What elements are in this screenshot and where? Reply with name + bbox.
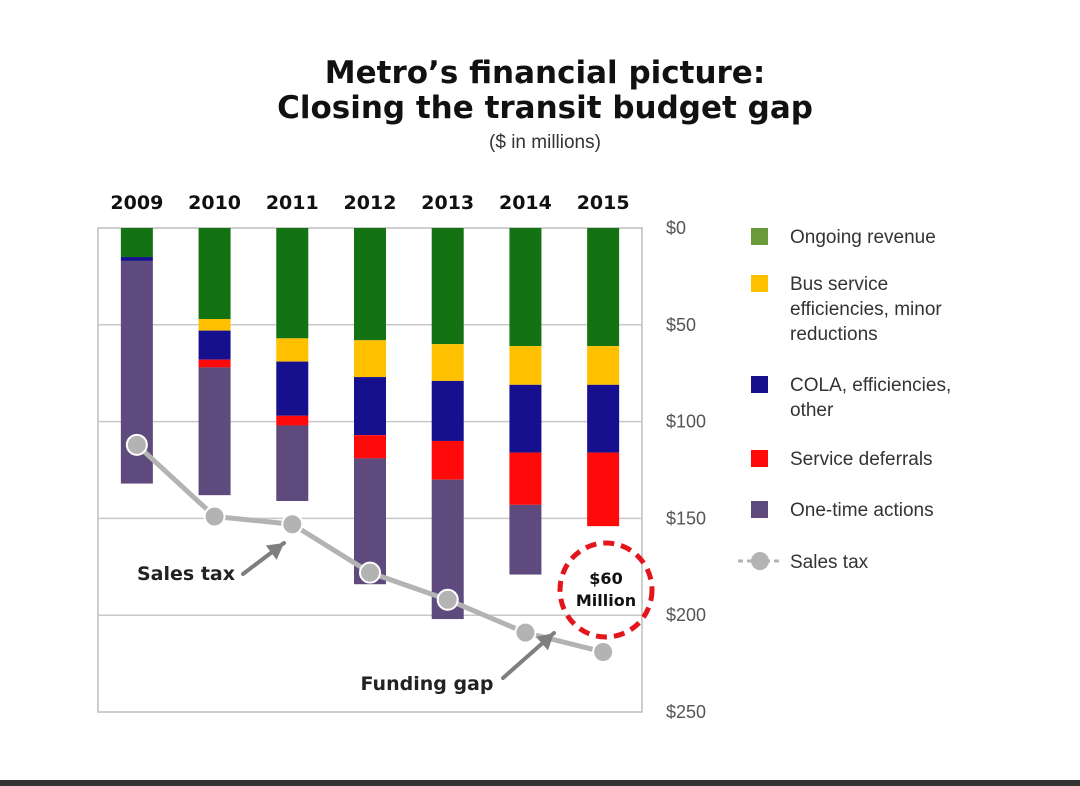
annotations: Sales tax Funding gap $60 Million: [137, 540, 655, 695]
sales-tax-point: [281, 513, 304, 536]
bar-segment: [431, 380, 464, 441]
y-tick-label: $50: [666, 315, 696, 335]
bar-segment: [431, 440, 464, 480]
bar-segment: [509, 346, 542, 385]
legend-item: Bus service efficiencies, minor reductions: [751, 274, 942, 345]
bar-segment: [120, 228, 153, 258]
y-tick-label: $200: [666, 605, 706, 625]
bar-segment: [587, 346, 620, 385]
x-axis-labels: 2009 2010 2011 2012 2013 2014 2015: [110, 192, 629, 214]
chart-subtitle: ($ in millions): [489, 132, 601, 153]
bar-segment: [354, 340, 386, 378]
bottom-border: [0, 780, 1080, 786]
bar-segment: [587, 384, 620, 453]
sales-tax-point: [436, 588, 459, 611]
x-tick-label: 2010: [188, 192, 241, 214]
bar-segment: [198, 359, 231, 368]
legend: Ongoing revenue Bus service efficiencies, …: [738, 227, 951, 573]
bar-segment: [276, 361, 309, 416]
legend-swatch: [751, 228, 768, 245]
bar-segment: [276, 415, 309, 426]
sales-tax-line: [125, 433, 615, 663]
legend-item: Ongoing revenue: [751, 227, 936, 248]
bar-segment: [431, 344, 464, 381]
bar-segment: [509, 384, 542, 453]
legend-label: efficiencies, minor: [790, 299, 942, 320]
legend-swatch: [751, 450, 768, 467]
legend-label: other: [790, 400, 834, 421]
bar-segment: [276, 338, 309, 362]
bar-segment: [354, 435, 386, 459]
sales-tax-point: [203, 505, 226, 528]
bar-segment: [198, 367, 231, 496]
legend-label: One-time actions: [790, 500, 934, 521]
legend-item: COLA, efficiencies, other: [751, 375, 951, 421]
y-tick-label: $0: [666, 218, 686, 238]
bar-segment: [509, 228, 542, 347]
legend-label: reductions: [790, 324, 878, 345]
arrow-sales-tax: [241, 541, 286, 576]
y-tick-label: $150: [666, 508, 706, 528]
gap-amount-line: Million: [576, 591, 636, 610]
legend-label: Bus service: [790, 274, 888, 295]
bar-segment: [431, 228, 464, 345]
arrow-head: [536, 633, 554, 651]
bar-segment: [509, 452, 542, 505]
chart-title-line: Closing the transit budget gap: [277, 90, 813, 126]
bar-segment: [587, 228, 620, 347]
legend-label: COLA, efficiencies,: [790, 375, 951, 396]
arrow-head: [265, 543, 284, 560]
chart-title: Metro’s financial picture:Closing the tr…: [277, 55, 813, 126]
legend-item: Service deferrals: [751, 449, 933, 470]
legend-swatch: [751, 275, 768, 292]
y-axis-labels: $0 $50 $100 $150 $200 $250: [666, 218, 706, 722]
bar-segment: [354, 228, 386, 341]
y-tick-label: $100: [666, 412, 706, 432]
bar-segment: [198, 330, 231, 360]
bar-segment: [509, 504, 542, 575]
chart-title-line: Metro’s financial picture:: [325, 55, 765, 91]
sales-tax-point: [125, 433, 148, 456]
bar-segment: [354, 377, 386, 436]
x-tick-label: 2012: [344, 192, 397, 214]
x-tick-label: 2013: [421, 192, 474, 214]
legend-swatch: [751, 376, 768, 393]
legend-label: Sales tax: [790, 552, 869, 573]
x-tick-label: 2009: [110, 192, 163, 214]
legend-marker: [751, 552, 769, 570]
x-tick-label: 2014: [499, 192, 552, 214]
annotation-funding-gap: Funding gap: [361, 673, 494, 695]
bar-segment: [276, 425, 309, 501]
gap-amount-line: $60: [589, 569, 622, 588]
x-tick-label: 2011: [266, 192, 319, 214]
legend-label: Ongoing revenue: [790, 227, 936, 248]
sales-tax-point: [514, 621, 537, 644]
legend-item: One-time actions: [751, 500, 934, 521]
bar-segment: [587, 452, 620, 527]
bar-segment: [198, 318, 231, 331]
legend-swatch: [751, 501, 768, 518]
sales-tax-point: [592, 640, 615, 663]
bar-segment: [198, 228, 231, 319]
bar-segment: [120, 257, 153, 261]
annotation-sales-tax: Sales tax: [137, 563, 235, 585]
legend-label: Service deferrals: [790, 449, 933, 470]
sales-tax-point: [359, 561, 381, 584]
bar-segment: [276, 228, 309, 339]
y-tick-label: $250: [666, 702, 706, 722]
x-tick-label: 2015: [577, 192, 630, 214]
legend-item: Sales tax: [738, 552, 869, 573]
arrow-funding-gap: [501, 631, 556, 680]
gap-ring: [557, 540, 655, 640]
